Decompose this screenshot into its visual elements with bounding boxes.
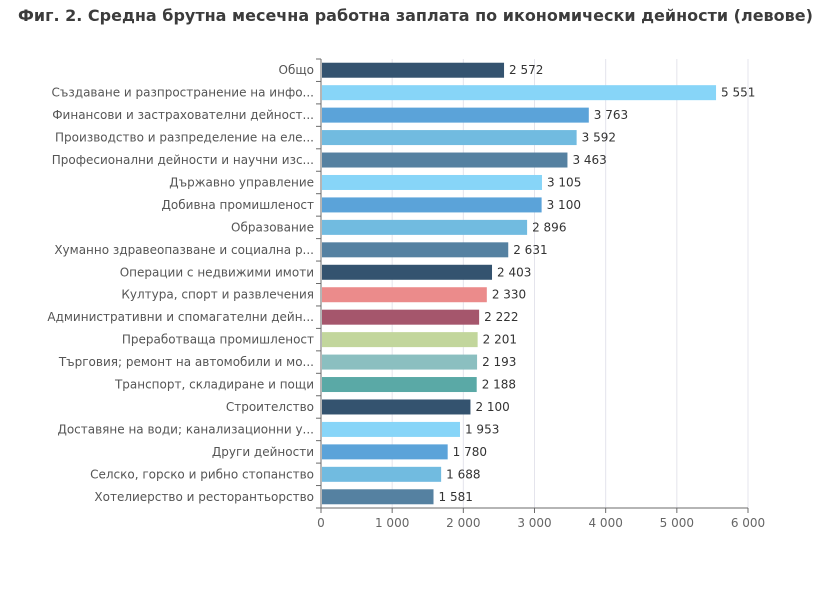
value-label: 2 572 [509, 63, 543, 77]
category-label: Общо [279, 63, 315, 77]
value-label: 2 222 [484, 310, 518, 324]
chart-title: Фиг. 2. Средна брутна месечна работна за… [18, 6, 813, 25]
bar[interactable] [322, 332, 478, 348]
grid-lines [391, 59, 749, 508]
x-tick-label: 4 000 [588, 516, 622, 530]
category-label: Селско, горско и рибно стопанство [90, 467, 314, 481]
bar[interactable] [322, 62, 505, 78]
value-label: 2 631 [513, 243, 547, 257]
category-label: Хуманно здравеопазване и социална р... [54, 243, 314, 257]
value-label: 2 188 [482, 378, 516, 392]
category-label: Строителство [226, 400, 314, 414]
bars [322, 62, 717, 505]
value-label: 2 100 [475, 400, 509, 414]
value-label: 5 551 [721, 86, 755, 100]
value-label: 2 330 [492, 288, 526, 302]
bar[interactable] [322, 309, 480, 325]
bar[interactable] [322, 242, 509, 258]
category-label: Образование [231, 220, 314, 234]
category-label: Финансови и застрахователни дейност... [52, 108, 314, 122]
category-label: Административни и спомагателни дейн... [47, 310, 314, 324]
category-label: Транспорт, складиране и пощи [114, 378, 314, 392]
category-label: Култура, спорт и развлечения [121, 288, 314, 302]
x-tick-label: 1 000 [375, 516, 409, 530]
value-label: 2 403 [497, 265, 531, 279]
x-tick-label: 6 000 [731, 516, 765, 530]
bar[interactable] [322, 421, 460, 437]
category-label: Доставяне на води; канализационни у... [57, 422, 314, 436]
x-tick-label: 5 000 [660, 516, 694, 530]
bar[interactable] [322, 399, 471, 415]
bar[interactable] [322, 174, 542, 190]
bar[interactable] [322, 444, 448, 460]
x-tick-label: 2 000 [446, 516, 480, 530]
value-label: 3 592 [582, 131, 616, 145]
value-label: 3 463 [572, 153, 606, 167]
bar[interactable] [322, 264, 493, 280]
category-label: Търговия; ремонт на автомобили и мо... [58, 355, 314, 369]
bar[interactable] [322, 152, 568, 168]
x-tick-label: 3 000 [517, 516, 551, 530]
category-label: Професионални дейности и научни изс... [52, 153, 314, 167]
category-label: Добивна промишленост [162, 198, 314, 212]
category-label: Преработваща промишленост [122, 333, 314, 347]
bar[interactable] [322, 107, 589, 123]
value-label: 3 763 [594, 108, 628, 122]
bar[interactable] [322, 197, 542, 213]
value-label: 2 896 [532, 220, 566, 234]
value-label: 1 780 [453, 445, 487, 459]
value-label: 2 193 [482, 355, 516, 369]
bar[interactable] [322, 287, 487, 303]
value-label: 3 105 [547, 175, 581, 189]
bar[interactable] [322, 85, 717, 101]
category-label: Други дейности [212, 445, 314, 459]
category-label: Държавно управление [169, 175, 314, 189]
bar[interactable] [322, 354, 478, 370]
bar[interactable] [322, 219, 528, 235]
category-label: Създаване и разпространение на инфо... [52, 86, 314, 100]
x-tick-label: 0 [317, 516, 325, 530]
category-label: Производство и разпределение на еле... [55, 131, 314, 145]
value-label: 2 201 [483, 333, 517, 347]
value-label: 1 953 [465, 422, 499, 436]
bar[interactable] [322, 466, 442, 482]
value-label: 3 100 [547, 198, 581, 212]
axes [316, 58, 749, 513]
labels: 0 1 000 2 000 3 000 4 000 5 000 6 000 Общо 2 572… [47, 63, 765, 530]
category-label: Операции с недвижими имоти [120, 265, 314, 279]
bar[interactable] [322, 130, 577, 146]
bar[interactable] [322, 377, 477, 393]
value-label: 1 688 [446, 467, 480, 481]
value-label: 1 581 [439, 490, 473, 504]
category-label: Хотелиерство и ресторантьорство [94, 490, 314, 504]
bar[interactable] [322, 489, 434, 505]
